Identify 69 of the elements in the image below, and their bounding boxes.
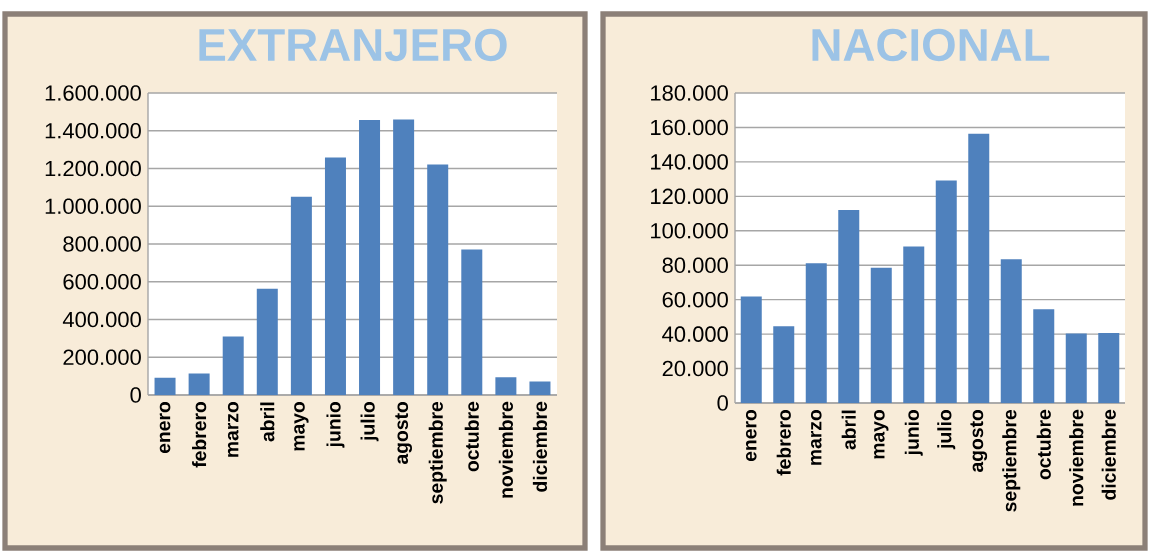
x-tick-label: noviembre bbox=[498, 401, 513, 498]
x-tick-label: abril bbox=[260, 402, 275, 442]
chart-title: NACIONAL bbox=[812, 28, 1050, 62]
y-tick-label: 400.000 bbox=[62, 311, 141, 328]
bar bbox=[359, 119, 381, 395]
x-tick-label: enero bbox=[159, 401, 171, 454]
x-tick-label: enero bbox=[745, 409, 757, 462]
y-tick-label: 0 bbox=[717, 395, 728, 411]
bar bbox=[1000, 259, 1022, 403]
x-tick-label: junio bbox=[904, 409, 923, 456]
bar bbox=[154, 377, 176, 395]
bar bbox=[870, 267, 892, 403]
y-tick-label: 120.000 bbox=[651, 188, 728, 205]
bar bbox=[188, 373, 210, 395]
x-tick-label: diciembre bbox=[1101, 409, 1116, 500]
x-tick-label: septiembre bbox=[1002, 409, 1021, 512]
x-tick-label: julio bbox=[937, 409, 956, 450]
bar bbox=[393, 119, 415, 395]
y-tick-label: 1.400.000 bbox=[45, 122, 141, 139]
y-tick-label: 160.000 bbox=[651, 119, 728, 136]
x-tick-label: octubre bbox=[464, 401, 479, 472]
bar bbox=[903, 246, 925, 403]
y-tick-label: 1.000.000 bbox=[45, 198, 141, 215]
bar bbox=[1033, 309, 1055, 403]
x-tick-label: julio bbox=[360, 401, 379, 442]
y-tick-label: 800.000 bbox=[63, 236, 141, 252]
x-tick-label: noviembre bbox=[1069, 409, 1084, 506]
y-tick-label: 40.000 bbox=[662, 326, 728, 342]
y-tick-label: 600.000 bbox=[63, 273, 141, 290]
y-tick-label: 180.000 bbox=[651, 85, 728, 101]
x-tick-label: mayo bbox=[294, 401, 309, 451]
x-tick-label: octubre bbox=[1036, 409, 1051, 480]
x-tick-label: agosto bbox=[395, 401, 412, 464]
x-tick-label: agosto bbox=[970, 409, 988, 472]
x-tick-label: septiembre bbox=[428, 401, 447, 504]
y-tick-label: 200.000 bbox=[63, 349, 141, 366]
bar bbox=[529, 381, 551, 395]
y-tick-label: 140.000 bbox=[651, 154, 728, 170]
bar bbox=[256, 288, 278, 395]
bar bbox=[1098, 333, 1120, 403]
bar bbox=[935, 180, 957, 403]
bar bbox=[773, 326, 795, 403]
chart-title: EXTRANJERO bbox=[199, 28, 507, 62]
bar bbox=[222, 336, 244, 395]
y-tick-label: 1.600.000 bbox=[45, 85, 141, 101]
bar bbox=[838, 209, 860, 403]
x-tick-label: febrero bbox=[776, 409, 791, 476]
y-tick-label: 60.000 bbox=[662, 291, 728, 308]
x-tick-label: mayo bbox=[874, 409, 889, 459]
y-tick-label: 0 bbox=[130, 387, 141, 403]
x-tick-label: marzo bbox=[810, 409, 822, 465]
bar bbox=[968, 133, 990, 403]
bar bbox=[290, 196, 312, 395]
bar bbox=[495, 377, 517, 395]
x-tick-label: junio bbox=[326, 401, 345, 448]
y-tick-label: 1.200.000 bbox=[45, 160, 141, 177]
bar bbox=[805, 263, 827, 403]
y-tick-label: 20.000 bbox=[662, 360, 728, 377]
bar bbox=[1065, 333, 1087, 403]
y-tick-label: 80.000 bbox=[662, 257, 728, 273]
bar bbox=[324, 157, 346, 395]
x-tick-label: abril bbox=[841, 410, 856, 450]
x-tick-label: diciembre bbox=[532, 401, 548, 492]
y-tick-label: 100.000 bbox=[651, 223, 728, 239]
x-tick-label: marzo bbox=[227, 401, 239, 457]
bar bbox=[427, 164, 449, 395]
bar bbox=[461, 249, 483, 395]
x-tick-label: febrero bbox=[192, 401, 207, 468]
bar bbox=[740, 296, 762, 403]
